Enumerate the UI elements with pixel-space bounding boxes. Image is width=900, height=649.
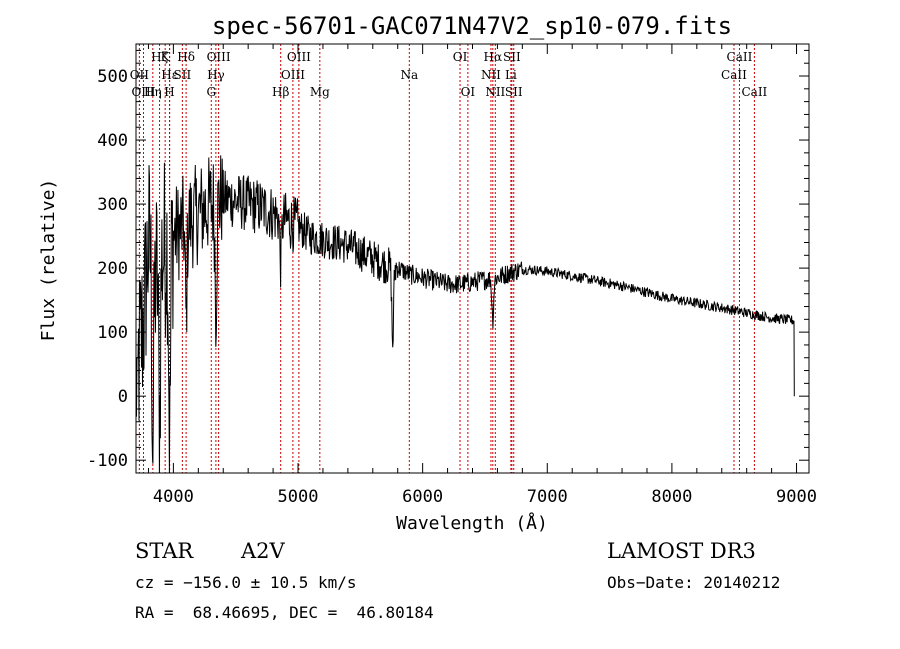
- spectral-line-label: SII: [503, 50, 521, 64]
- spectral-line-label: SII: [505, 85, 523, 99]
- spectral-line-label: Hη: [144, 85, 162, 99]
- observation-date: Obs−Date: 20140212: [607, 573, 781, 592]
- x-tick-label: 7000: [527, 487, 568, 507]
- spectral-line-label: Hζ: [151, 50, 168, 64]
- spectral-line-label: Hβ: [272, 85, 289, 99]
- x-tick-label: 4000: [153, 487, 194, 507]
- spectral-line-label: Hα: [484, 50, 503, 64]
- x-axis-label: Wavelength (Å): [396, 512, 548, 534]
- spectral-line-label: OIII: [281, 68, 305, 82]
- spectral-line-label: Hγ: [207, 68, 225, 82]
- spectral-line-label: OIII: [287, 50, 311, 64]
- spectral-line-label: CaII: [727, 50, 753, 64]
- spectral-line-label: OII: [130, 68, 150, 82]
- spectral-line-label: OI: [461, 85, 476, 99]
- spectral-line-label: CaII: [741, 85, 767, 99]
- y-axis-label: Flux (relative): [38, 179, 59, 342]
- spectral-line-label: OI: [453, 50, 468, 64]
- x-tick-label: 9000: [776, 487, 817, 507]
- spectral-line-label: NII: [485, 85, 505, 99]
- y-tick-label: -100: [87, 451, 128, 471]
- chart-title: spec-56701-GAC071N47V2_sp10-079.fits: [212, 12, 732, 40]
- plot-frame: [135, 43, 810, 474]
- spectral-line-label: OIII: [207, 50, 231, 64]
- y-tick-label: 500: [97, 67, 128, 87]
- spectral-line-label: NII: [481, 68, 501, 82]
- x-tick-label: 6000: [402, 487, 443, 507]
- y-axis-ticks: -100 0 100 200 300 400 500: [87, 49, 809, 471]
- redshift-velocity: cz = −156.0 ± 10.5 km/s: [135, 573, 357, 592]
- y-tick-label: 400: [97, 131, 128, 151]
- spectral-line-label: SII: [174, 68, 192, 82]
- y-tick-label: 200: [97, 259, 128, 279]
- spectral-line-label: Na: [400, 68, 418, 82]
- x-tick-label: 5000: [278, 487, 319, 507]
- spectral-line-label: Hε: [161, 68, 178, 82]
- x-tick-label: 8000: [651, 487, 692, 507]
- spectral-line-label: Mg: [310, 85, 330, 99]
- spectral-line-label: Li: [505, 68, 517, 82]
- spectral-line-label: Hδ: [177, 50, 195, 64]
- object-subclass: A2V: [241, 539, 285, 563]
- spectral-line-label: CaII: [721, 68, 747, 82]
- spectral-line-markers: [138, 44, 755, 473]
- spectral-line-label: H: [164, 85, 174, 99]
- spectral-line-label: G: [206, 85, 216, 99]
- y-tick-label: 300: [97, 195, 128, 215]
- object-class: STAR: [135, 539, 194, 563]
- x-axis-ticks: 4000 5000 6000 7000 8000 9000: [147, 44, 817, 507]
- y-tick-label: 100: [97, 323, 128, 343]
- sky-coordinates: RA = 68.46695, DEC = 46.80184: [135, 603, 434, 622]
- survey-name: LAMOST DR3: [607, 539, 756, 563]
- spectrum-line: [135, 155, 795, 474]
- y-tick-label: 0: [118, 387, 128, 407]
- spectral-line-label: K: [161, 50, 171, 64]
